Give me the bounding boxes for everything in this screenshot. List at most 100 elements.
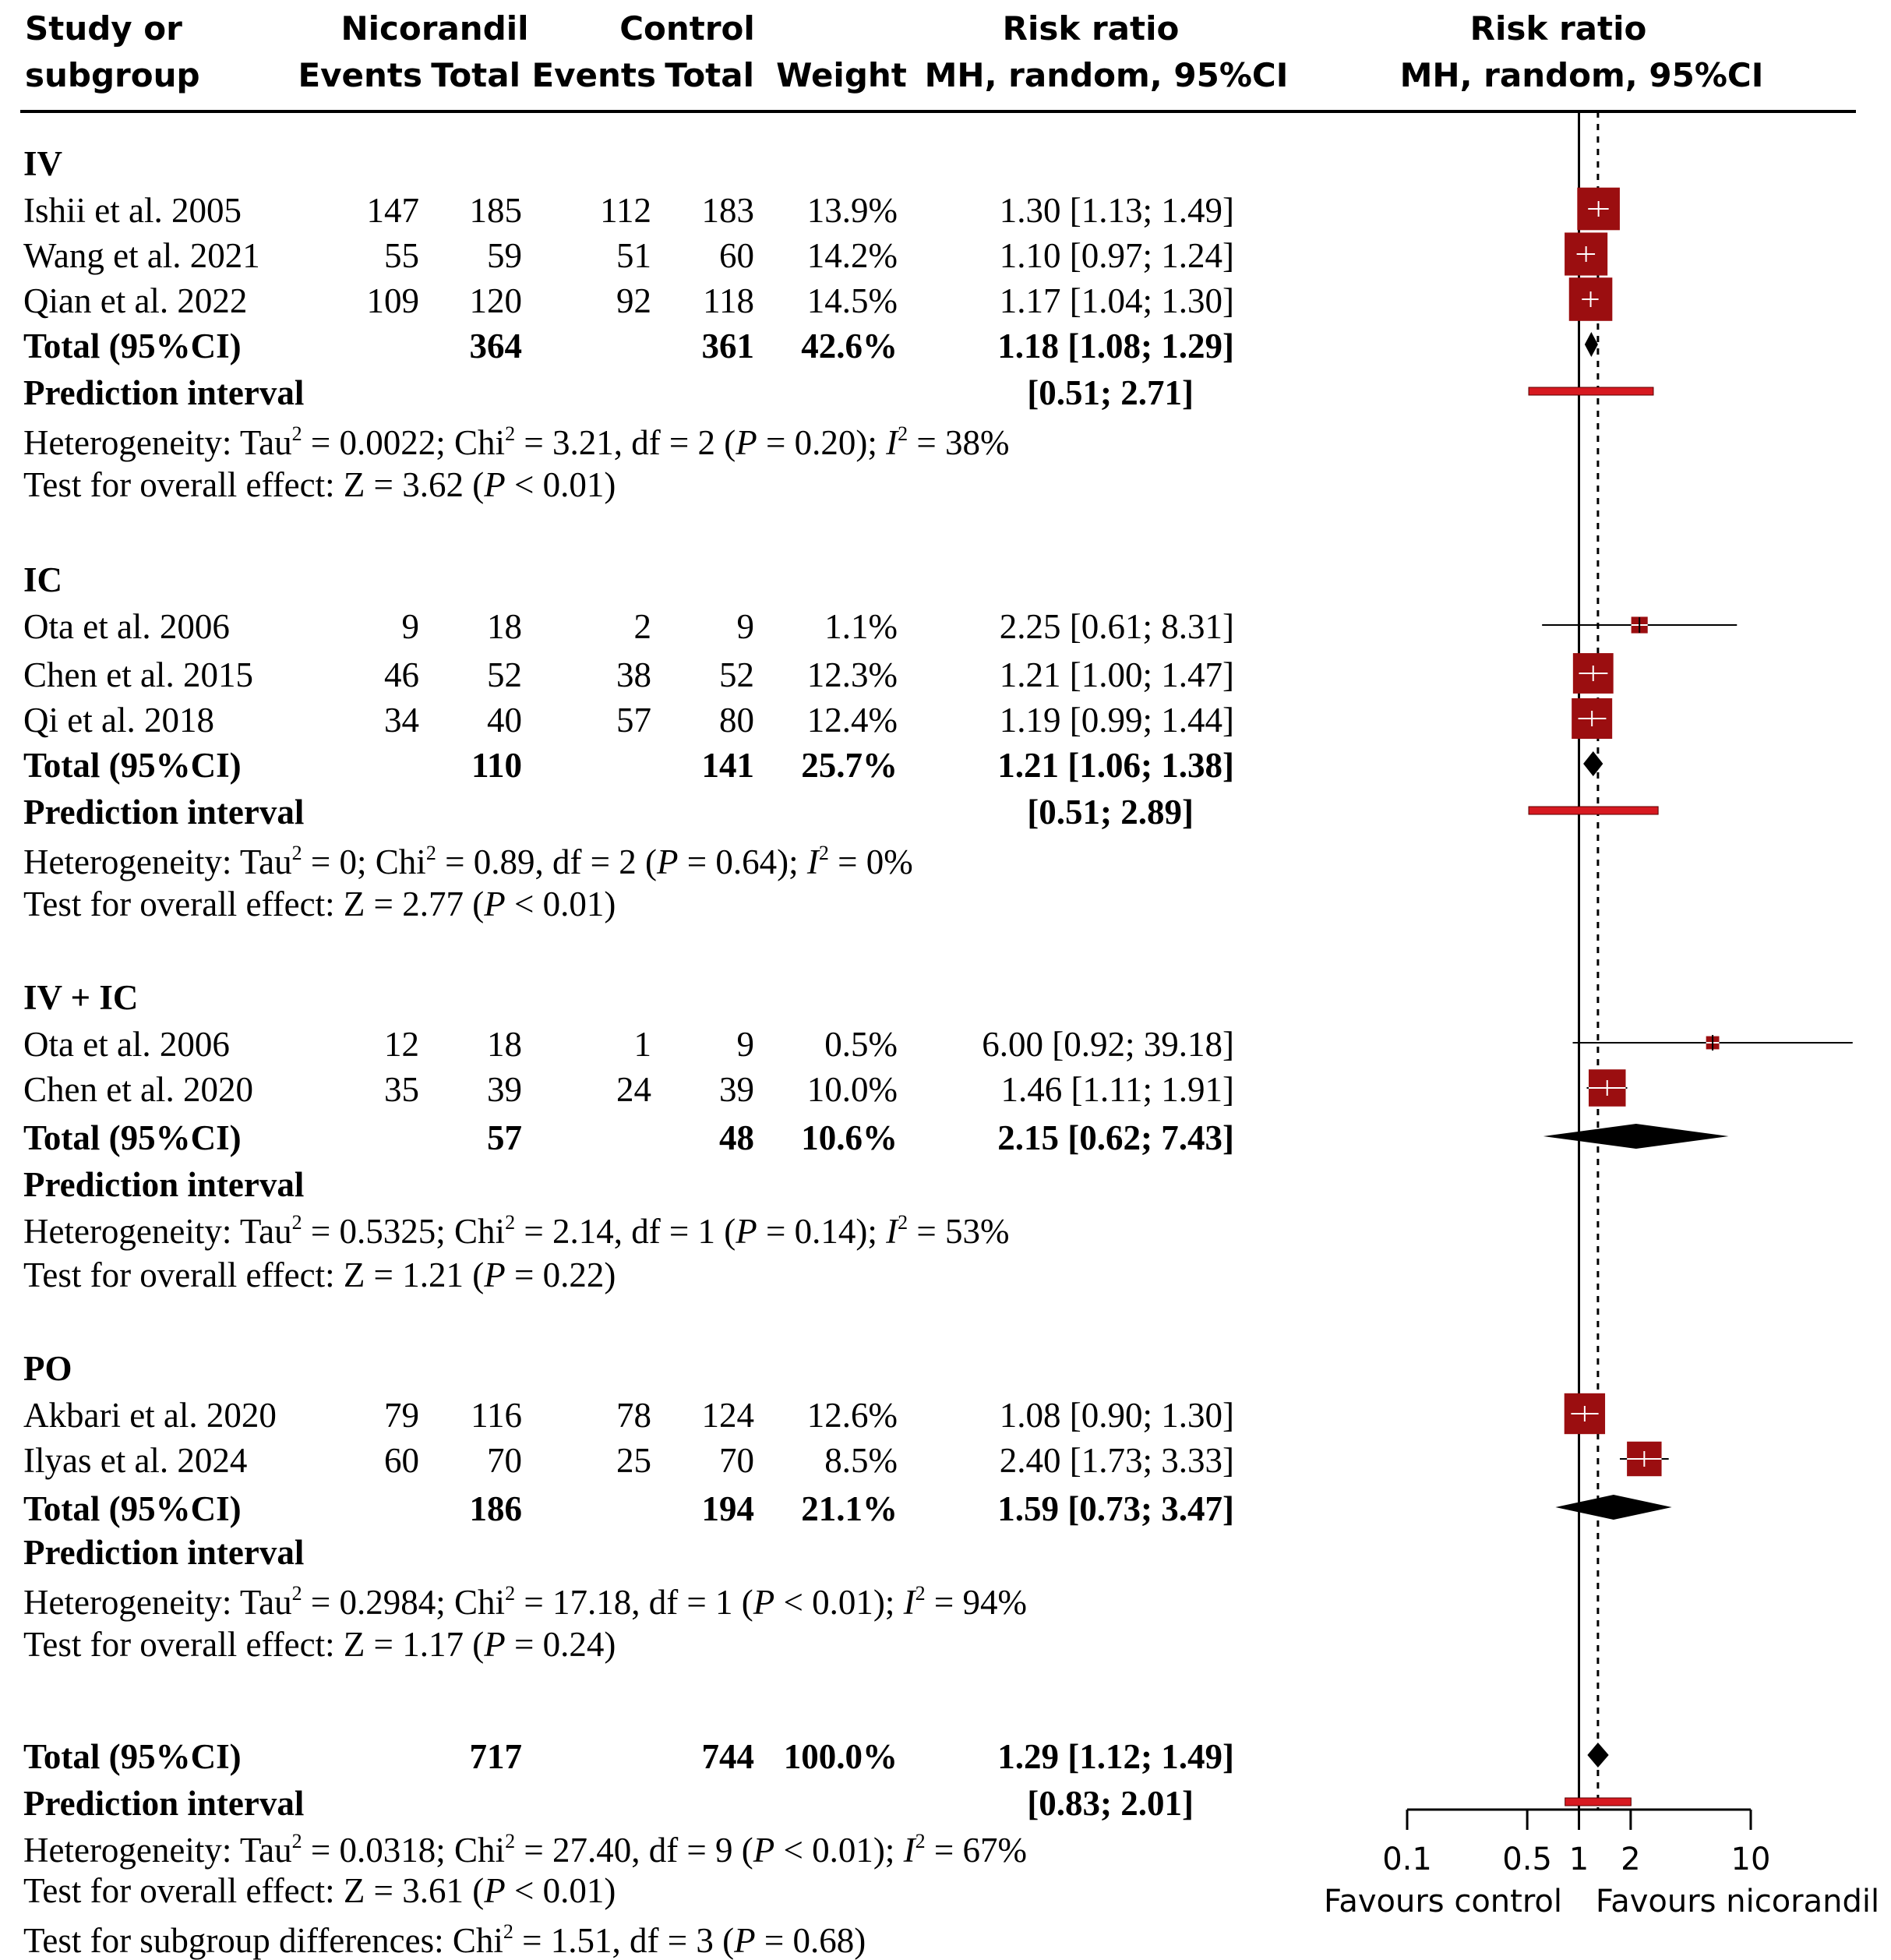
total-control: 361: [701, 327, 755, 366]
x-label-favours-control: Favours control: [1324, 1884, 1562, 1919]
header-rr-text-2: MH, random, 95%CI: [924, 56, 1289, 94]
header-total-nicorandil: Total: [431, 56, 520, 94]
study-rr-ci: 1.08 [0.90; 1.30]: [999, 1396, 1234, 1435]
superscript-2: 2: [505, 1582, 516, 1605]
prediction-ci: [0.51; 2.71]: [1027, 373, 1194, 412]
test-suffix: < 0.01): [505, 1871, 616, 1910]
superscript-2: 2: [818, 842, 829, 864]
total-nicorandil: 116: [471, 1396, 522, 1435]
events-nicorandil: 34: [384, 701, 419, 740]
header-study: Study or: [25, 9, 182, 48]
overall-heterogeneity-line: Heterogeneity: Tau2 = 0.0318; Chi2 = 27.…: [23, 1831, 1027, 1870]
prediction-interval-bar: [1528, 806, 1659, 815]
header-weight: Weight: [776, 56, 907, 94]
p-symbol: P: [484, 1625, 506, 1664]
x-tick-label: 1: [1568, 1842, 1589, 1877]
header-rr-plot-2: MH, random, 95%CI: [1399, 56, 1764, 94]
test-prefix: Test for overall effect: Z = 1.21 (: [23, 1255, 485, 1294]
total-rr-ci: 1.21 [1.06; 1.38]: [997, 746, 1234, 785]
superscript-2: 2: [915, 1582, 926, 1605]
superscript-2: 2: [505, 1211, 516, 1234]
heterogeneity-line: Heterogeneity: Tau2 = 0.0022; Chi2 = 3.2…: [23, 423, 1010, 462]
total-nicorandil: 18: [487, 607, 522, 646]
study-rr-ci: 1.21 [1.00; 1.47]: [999, 655, 1234, 694]
superscript-2: 2: [503, 1920, 513, 1943]
pooled-diamond: [1583, 751, 1603, 776]
het-prefix: Heterogeneity: Tau: [23, 423, 292, 462]
study-name: Chen et al. 2015: [23, 655, 253, 694]
total-label: Total (95%CI): [23, 327, 242, 366]
header-total-control: Total: [665, 56, 754, 94]
overall-effect-line: Test for overall effect: Z = 2.77 (P < 0…: [23, 887, 616, 922]
events-nicorandil: 35: [384, 1070, 419, 1109]
heterogeneity-line: Heterogeneity: Tau2 = 0.2984; Chi2 = 17.…: [23, 1582, 1027, 1622]
subgroup-heading: IV: [23, 144, 63, 183]
events-control: 78: [616, 1396, 651, 1435]
pooled-diamond: [1587, 1743, 1609, 1768]
het-chi: = 0.89, df = 2 (: [436, 842, 658, 881]
study-rr-ci: 6.00 [0.92; 39.18]: [982, 1025, 1234, 1064]
het-tau: = 0.0318; Chi: [302, 1831, 506, 1870]
events-control: 2: [633, 607, 652, 646]
test-suffix: < 0.01): [505, 885, 616, 923]
events-control: 112: [600, 191, 651, 230]
x-label-favours-nicorandil: Favours nicorandil: [1595, 1884, 1880, 1919]
total-label: Total (95%CI): [23, 1118, 242, 1157]
p-symbol: P: [657, 842, 679, 881]
het-tau: = 0.0022; Chi: [302, 423, 506, 462]
events-control: 24: [616, 1070, 651, 1109]
total-nicorandil: 52: [487, 655, 522, 694]
p-symbol: P: [736, 1212, 757, 1251]
superscript-2: 2: [505, 422, 516, 445]
overall-total-label: Total (95%CI): [23, 1737, 242, 1776]
subgroup-test-df: = 1.51, df = 3 (: [513, 1921, 735, 1960]
events-nicorandil: 55: [384, 236, 419, 275]
study-weight: 12.3%: [806, 655, 898, 694]
pooled-diamond: [1543, 1124, 1729, 1149]
overall-effect-test-line: Test for overall effect: Z = 3.61 (P < 0…: [23, 1873, 616, 1909]
study-name: Akbari et al. 2020: [23, 1396, 277, 1435]
study-name: Chen et al. 2020: [23, 1070, 253, 1109]
superscript-2: 2: [898, 1211, 908, 1234]
het-prefix: Heterogeneity: Tau: [23, 1583, 292, 1622]
total-control: 194: [701, 1489, 755, 1528]
test-prefix: Test for overall effect: Z = 2.77 (: [23, 885, 485, 923]
overall-prediction-label: Prediction interval: [23, 1784, 305, 1823]
subgroup-heading: IV + IC: [23, 978, 139, 1017]
total-nicorandil: 185: [469, 191, 523, 230]
header-rr-plot-1: Risk ratio: [1469, 9, 1647, 48]
overall-effect-line: Test for overall effect: Z = 3.62 (P < 0…: [23, 468, 616, 503]
events-control: 1: [633, 1025, 652, 1064]
het-chi: = 17.18, df = 1 (: [515, 1583, 753, 1622]
overall-rr-ci: 1.29 [1.12; 1.49]: [997, 1737, 1234, 1776]
prediction-label: Prediction interval: [23, 1533, 305, 1572]
test-prefix: Test for overall effect: Z = 1.17 (: [23, 1625, 485, 1664]
superscript-2: 2: [291, 1582, 302, 1605]
study-weight: 1.1%: [824, 607, 898, 646]
prediction-label: Prediction interval: [23, 373, 305, 412]
prediction-label: Prediction interval: [23, 793, 305, 832]
study-weight: 12.4%: [806, 701, 898, 740]
het-tau: = 0; Chi: [302, 842, 426, 881]
total-nicorandil: 39: [487, 1070, 522, 1109]
total-control: 124: [701, 1396, 755, 1435]
het-prefix: Heterogeneity: Tau: [23, 1831, 292, 1870]
overall-effect-line: Test for overall effect: Z = 1.21 (P = 0…: [23, 1258, 616, 1293]
study-name: Qian et al. 2022: [23, 281, 248, 320]
p-symbol: P: [736, 423, 757, 462]
total-rr-ci: 1.18 [1.08; 1.29]: [997, 327, 1234, 366]
total-nicorandil: 186: [469, 1489, 523, 1528]
events-control: 51: [616, 236, 651, 275]
subgroup-heading: PO: [23, 1349, 72, 1388]
het-prefix: Heterogeneity: Tau: [23, 1212, 292, 1251]
events-control: 57: [616, 701, 651, 740]
total-nicorandil: 40: [487, 701, 522, 740]
het-ival: = 53%: [908, 1212, 1010, 1251]
het-ival: = 38%: [908, 423, 1010, 462]
het-ival: = 0%: [828, 842, 913, 881]
total-control: 39: [719, 1070, 754, 1109]
i-symbol: I: [806, 842, 819, 881]
study-rr-ci: 2.25 [0.61; 8.31]: [999, 607, 1234, 646]
p-symbol: P: [753, 1831, 775, 1870]
